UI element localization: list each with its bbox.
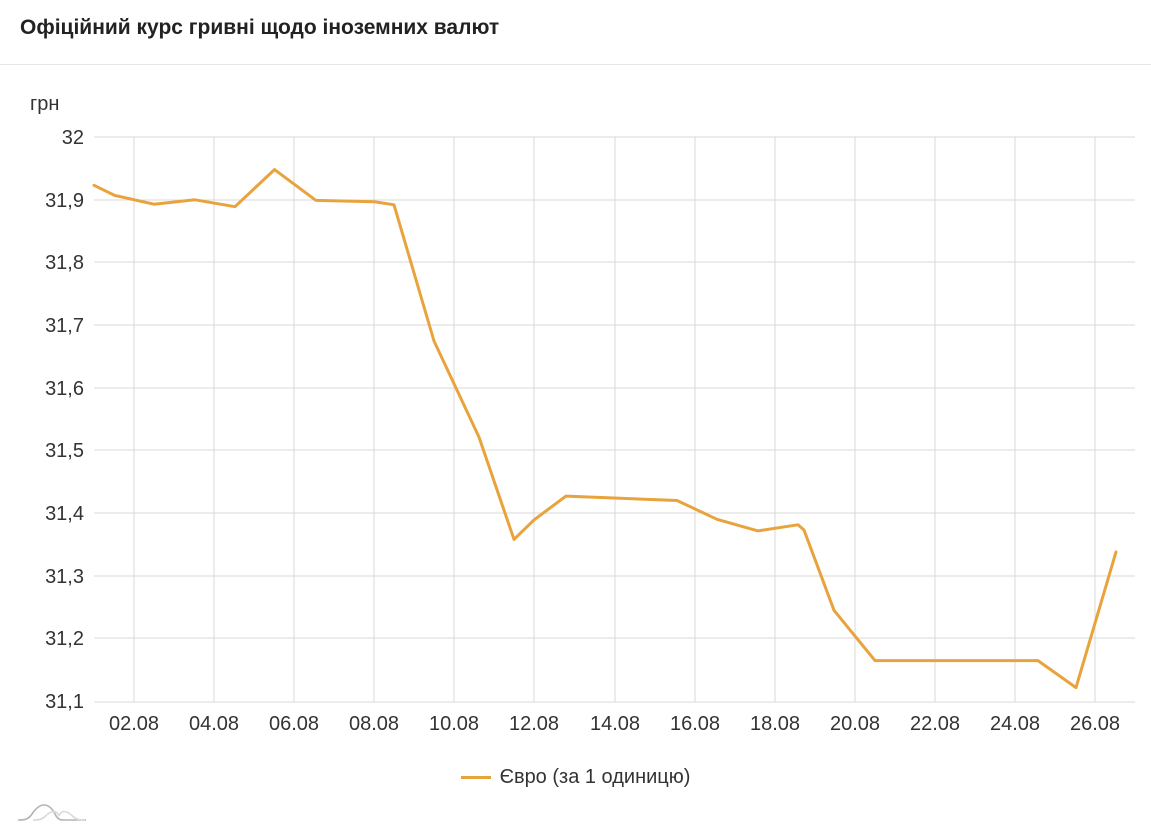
- svg-text:31,1: 31,1: [45, 691, 84, 713]
- svg-text:31,8: 31,8: [45, 252, 84, 274]
- svg-text:31,2: 31,2: [45, 628, 84, 650]
- svg-text:24.08: 24.08: [990, 713, 1040, 735]
- svg-text:31,7: 31,7: [45, 315, 84, 337]
- svg-text:02.08: 02.08: [109, 713, 159, 735]
- svg-text:31,6: 31,6: [45, 378, 84, 400]
- svg-text:10.08: 10.08: [429, 713, 479, 735]
- svg-text:грн: грн: [30, 93, 59, 115]
- svg-text:08.08: 08.08: [349, 713, 399, 735]
- svg-text:31,5: 31,5: [45, 440, 84, 462]
- svg-text:31,4: 31,4: [45, 503, 84, 525]
- svg-text:32: 32: [62, 127, 84, 149]
- svg-text:06.08: 06.08: [269, 713, 319, 735]
- svg-text:22.08: 22.08: [910, 713, 960, 735]
- svg-text:14.08: 14.08: [590, 713, 640, 735]
- svg-text:04.08: 04.08: [189, 713, 239, 735]
- svg-text:16.08: 16.08: [670, 713, 720, 735]
- svg-text:31,3: 31,3: [45, 566, 84, 588]
- svg-text:20.08: 20.08: [830, 713, 880, 735]
- svg-text:12.08: 12.08: [509, 713, 559, 735]
- svg-text:18.08: 18.08: [750, 713, 800, 735]
- svg-text:26.08: 26.08: [1070, 713, 1120, 735]
- svg-text:31,9: 31,9: [45, 190, 84, 212]
